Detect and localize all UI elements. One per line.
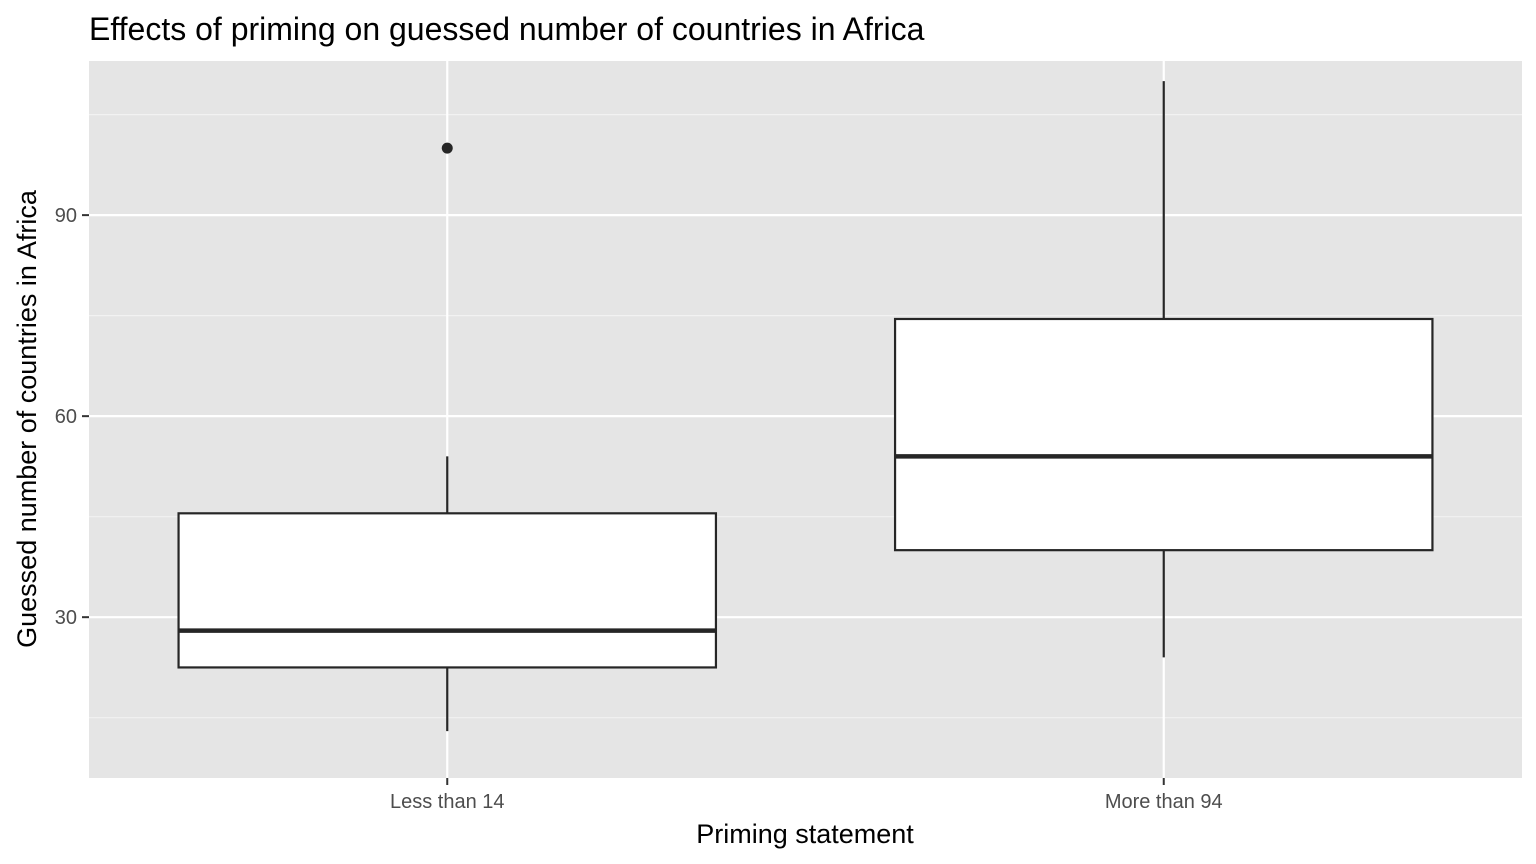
y-axis: 30 60 90	[55, 205, 89, 629]
outlier-point	[441, 142, 453, 154]
y-tick-label: 30	[55, 607, 77, 629]
y-axis-title: Guessed number of countries in Africa	[12, 189, 42, 648]
box	[893, 317, 1434, 552]
x-tick-label: Less than 14	[390, 791, 505, 813]
chart-title: Effects of priming on guessed number of …	[89, 11, 925, 47]
y-tick-label: 60	[55, 406, 77, 428]
boxes-layer	[177, 81, 1434, 732]
x-axis: Less than 14 More than 94	[390, 778, 1223, 813]
x-axis-title: Priming statement	[696, 819, 914, 849]
x-tick-label: More than 94	[1105, 791, 1223, 813]
y-tick-label: 90	[55, 205, 77, 227]
box	[177, 512, 718, 669]
